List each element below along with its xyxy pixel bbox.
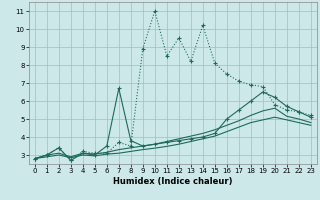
X-axis label: Humidex (Indice chaleur): Humidex (Indice chaleur) — [113, 177, 233, 186]
